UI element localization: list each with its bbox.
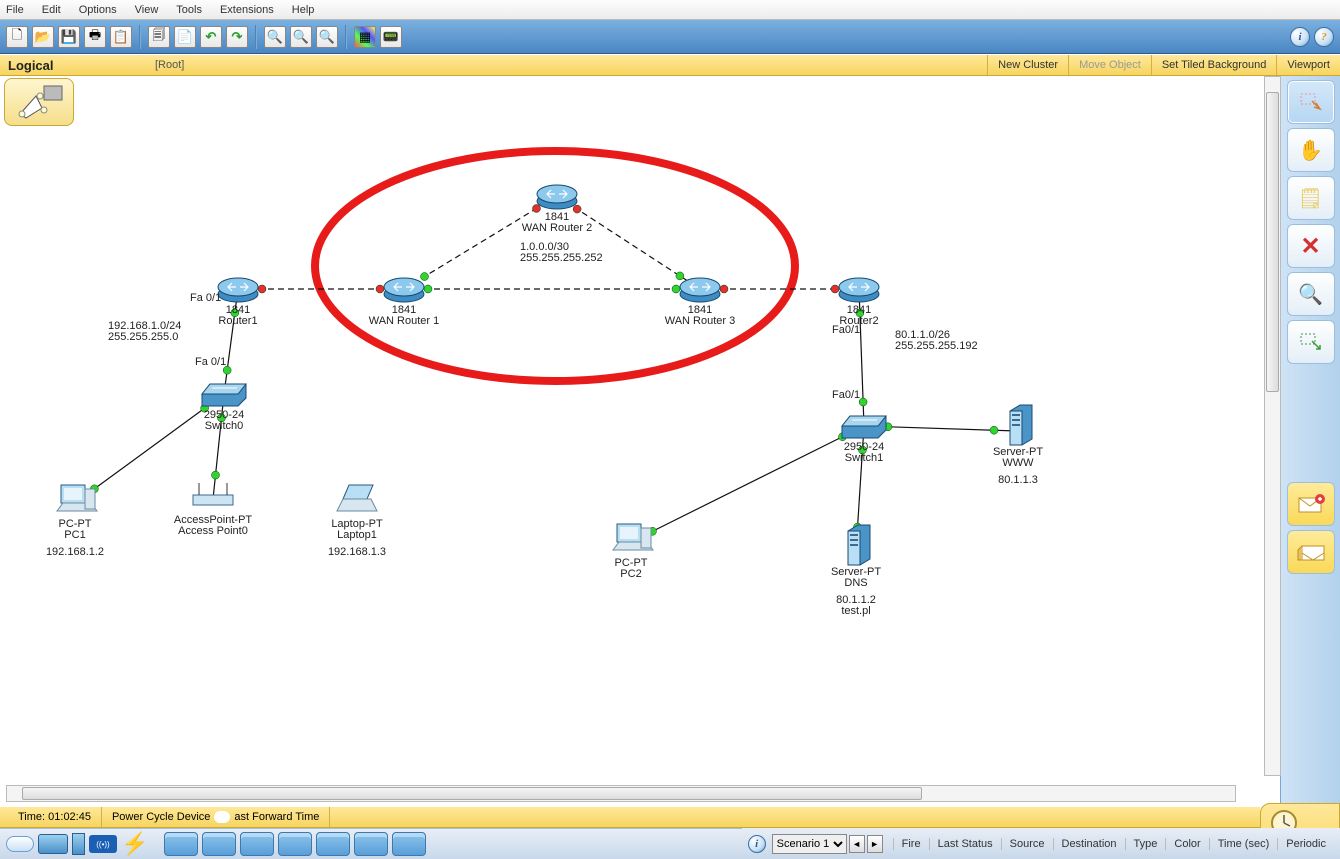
topology-svg: 1841Router11841WAN Router 11841WAN Route…: [0, 76, 1260, 776]
svg-text:192.168.1.3: 192.168.1.3: [328, 546, 386, 558]
menu-edit[interactable]: Edit: [42, 4, 61, 16]
wireless-category-icon[interactable]: ((•)): [89, 835, 117, 853]
menu-help[interactable]: Help: [292, 4, 315, 16]
device-model-2-icon[interactable]: [202, 832, 236, 856]
svg-text:WAN Router 1: WAN Router 1: [369, 315, 440, 327]
undo-icon[interactable]: ↶: [200, 26, 222, 48]
svg-text:PC1: PC1: [64, 529, 85, 541]
svg-text:WWW: WWW: [1002, 457, 1034, 469]
zoom-out-icon[interactable]: 🔍: [316, 26, 338, 48]
svg-text:DNS: DNS: [844, 577, 867, 589]
svg-text:255.255.255.0: 255.255.255.0: [108, 331, 178, 343]
device-model-1-icon[interactable]: [164, 832, 198, 856]
open-folder-icon[interactable]: 📂: [32, 26, 54, 48]
svg-text:Router1: Router1: [218, 315, 257, 327]
scenario-next-button[interactable]: ►: [867, 835, 883, 853]
menu-tools[interactable]: Tools: [176, 4, 202, 16]
svg-text:255.255.255.192: 255.255.255.192: [895, 340, 978, 352]
workspace-canvas[interactable]: 1841Router11841WAN Router 11841WAN Route…: [0, 76, 1260, 776]
svg-text:WAN Router 2: WAN Router 2: [522, 222, 593, 234]
svg-text:Fa 0/1: Fa 0/1: [195, 356, 226, 368]
svg-text:Laptop1: Laptop1: [337, 529, 377, 541]
info-icon[interactable]: i: [1290, 27, 1310, 47]
vertical-scrollbar[interactable]: [1264, 76, 1281, 776]
connections-category-icon[interactable]: ⚡: [121, 831, 148, 857]
inspect-tool-icon[interactable]: 🔍: [1287, 272, 1335, 316]
help-icon[interactable]: ?: [1314, 27, 1334, 47]
power-cycle-button[interactable]: Power Cycle Deviceast Forward Time: [102, 807, 330, 827]
svg-text:Access Point0: Access Point0: [178, 525, 248, 537]
set-background-button[interactable]: Set Tiled Background: [1151, 55, 1277, 75]
delete-tool-icon[interactable]: ✕: [1287, 224, 1335, 268]
horizontal-scrollbar[interactable]: [6, 785, 1236, 802]
activity-wizard-icon[interactable]: 📋: [110, 26, 132, 48]
copy-icon[interactable]: 🗐: [148, 26, 170, 48]
col-periodic: Periodic: [1277, 838, 1334, 850]
device-model-5-icon[interactable]: [316, 832, 350, 856]
save-icon[interactable]: 💾: [58, 26, 80, 48]
select-tool-icon[interactable]: [1287, 80, 1335, 124]
svg-text:test.pl: test.pl: [841, 605, 870, 617]
menu-extensions[interactable]: Extensions: [220, 4, 274, 16]
status-bar: Time: 01:02:45 Power Cycle Deviceast For…: [0, 806, 1260, 828]
simulation-panel: i Scenario 1 ◄ ► Fire Last Status Source…: [742, 828, 1340, 859]
svg-text:192.168.1.2: 192.168.1.2: [46, 546, 104, 558]
col-type: Type: [1125, 838, 1166, 850]
zoom-in-icon[interactable]: 🔍: [264, 26, 286, 48]
navigation-tab[interactable]: [4, 78, 74, 126]
menu-view[interactable]: View: [135, 4, 159, 16]
print-icon[interactable]: 🖶: [84, 26, 106, 48]
place-note-tool-icon[interactable]: 🗒: [1287, 176, 1335, 220]
svg-text:255.255.255.252: 255.255.255.252: [520, 252, 603, 264]
move-object-button: Move Object: [1068, 55, 1151, 75]
device-model-4-icon[interactable]: [278, 832, 312, 856]
hubs-category-icon[interactable]: [72, 833, 85, 855]
scenario-info-icon[interactable]: i: [748, 835, 766, 853]
root-breadcrumb[interactable]: [Root]: [155, 59, 184, 71]
svg-text:Fa 0/1: Fa 0/1: [190, 292, 221, 304]
scenario-prev-button[interactable]: ◄: [849, 835, 865, 853]
main-toolbar: 🗋 📂 💾 🖶 📋 🗐 📄 ↶ ↷ 🔍 🔍 🔍 ▦ 📟 i ?: [0, 20, 1340, 54]
add-complex-pdu-icon[interactable]: [1287, 530, 1335, 574]
logical-label: Logical: [8, 58, 54, 73]
col-fire: Fire: [893, 838, 929, 850]
menu-options[interactable]: Options: [79, 4, 117, 16]
col-color: Color: [1165, 838, 1208, 850]
scenario-select[interactable]: Scenario 1: [772, 834, 847, 854]
svg-text:Fa0/1: Fa0/1: [832, 389, 860, 401]
svg-text:WAN Router 3: WAN Router 3: [665, 315, 736, 327]
col-last-status: Last Status: [929, 838, 1001, 850]
new-cluster-button[interactable]: New Cluster: [987, 55, 1068, 75]
right-toolbar: ✋ 🗒 ✕ 🔍: [1280, 76, 1340, 806]
switches-category-icon[interactable]: [38, 834, 68, 854]
paste-icon[interactable]: 📄: [174, 26, 196, 48]
svg-text:Switch1: Switch1: [845, 452, 884, 464]
logical-bar: Logical [Root] New Cluster Move Object S…: [0, 54, 1340, 76]
menu-file[interactable]: File: [6, 4, 24, 16]
col-time: Time (sec): [1209, 838, 1278, 850]
add-simple-pdu-icon[interactable]: [1287, 482, 1335, 526]
svg-text:Switch0: Switch0: [205, 420, 244, 432]
device-model-3-icon[interactable]: [240, 832, 274, 856]
event-list-header: Fire Last Status Source Destination Type…: [893, 838, 1334, 850]
col-destination: Destination: [1053, 838, 1125, 850]
move-layout-tool-icon[interactable]: ✋: [1287, 128, 1335, 172]
resize-shape-tool-icon[interactable]: [1287, 320, 1335, 364]
svg-text:PC2: PC2: [620, 568, 641, 580]
new-file-icon[interactable]: 🗋: [6, 26, 28, 48]
routers-category-icon[interactable]: [6, 836, 34, 852]
device-model-7-icon[interactable]: [392, 832, 426, 856]
svg-text:80.1.1.3: 80.1.1.3: [998, 474, 1038, 486]
redo-icon[interactable]: ↷: [226, 26, 248, 48]
time-display: Time: 01:02:45: [8, 807, 102, 827]
custom-device-icon[interactable]: 📟: [380, 26, 402, 48]
menu-bar: File Edit Options View Tools Extensions …: [0, 0, 1340, 20]
device-model-6-icon[interactable]: [354, 832, 388, 856]
svg-text:Fa0/1: Fa0/1: [832, 324, 860, 336]
zoom-reset-icon[interactable]: 🔍: [290, 26, 312, 48]
viewport-button[interactable]: Viewport: [1276, 55, 1340, 75]
palette-icon[interactable]: ▦: [354, 26, 376, 48]
col-source: Source: [1001, 838, 1053, 850]
